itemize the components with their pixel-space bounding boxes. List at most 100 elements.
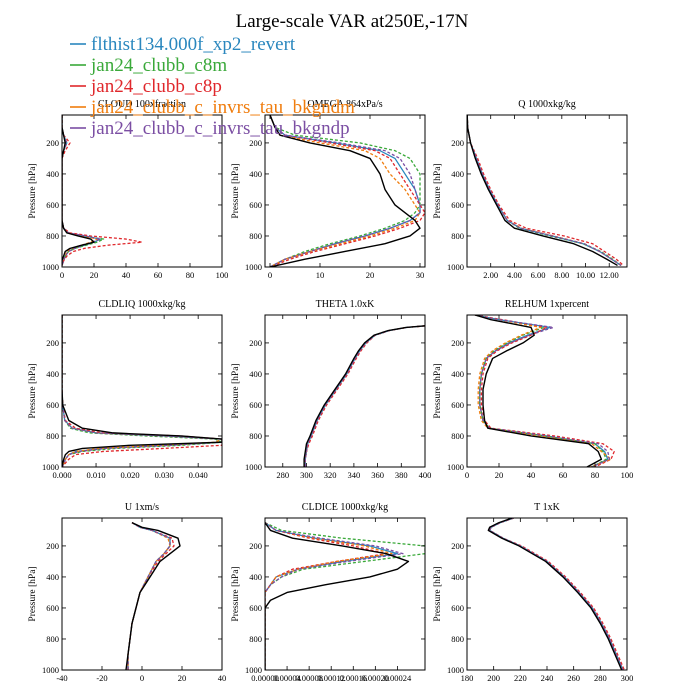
legend-label: jan24_clubb_c8m (90, 55, 227, 76)
y-tick-label: 600 (451, 200, 464, 210)
y-tick-label: 1000 (42, 462, 59, 472)
y-axis-label: Pressure [hPa] (433, 566, 443, 621)
x-tick-label: 20 (178, 673, 187, 683)
x-tick-label: 0.030 (155, 470, 174, 480)
x-tick-label: 300 (300, 470, 313, 480)
series-line-jan24-clubb-c-invrs-tau-bkgndp (489, 518, 624, 670)
y-tick-label: 800 (249, 634, 262, 644)
y-tick-label: 1000 (245, 462, 262, 472)
x-tick-label: 340 (348, 470, 361, 480)
plot-frame (61, 517, 223, 671)
series-line-jan24-clubb-c8p (127, 522, 175, 670)
x-tick-label: -40 (56, 673, 67, 683)
plot-frame (466, 314, 628, 468)
y-tick-label: 200 (451, 138, 464, 148)
series-line-jan24-clubb-c8m (127, 522, 171, 670)
panel-3: 2.00 4.00 6.00 8.00 10.00 12.00 200 400 600 800 10… (433, 99, 628, 280)
series-line-jan24-clubb-c-invrs-tau-bkgndp (269, 115, 421, 267)
panel-8: 0.000000.000040.000080.000120.000160.000… (231, 502, 426, 683)
x-tick-label: 240 (541, 673, 554, 683)
panel-title: CLOUD 100xfraction (98, 99, 186, 110)
series-line-jan24-clubb-c-invrs-tau-bkgndp (127, 522, 171, 670)
series-lines (269, 115, 425, 267)
panel-4: 0.000 0.010 0.020 0.030 0.040 200 400 600 800 100… (28, 299, 223, 480)
y-axis-label: Pressure [hPa] (28, 363, 38, 418)
y-tick-label: 400 (451, 369, 464, 379)
y-tick-label: 200 (46, 338, 59, 348)
legend-label: jan24_clubb_c8p (90, 76, 222, 97)
plot-frame (61, 114, 223, 268)
x-tick-label: 80 (186, 270, 195, 280)
y-tick-label: 200 (451, 338, 464, 348)
plot-frame (264, 114, 426, 268)
x-tick-label: 0 (60, 270, 64, 280)
y-tick-label: 1000 (245, 262, 262, 272)
x-tick-label: 60 (154, 270, 163, 280)
y-tick-label: 600 (249, 200, 262, 210)
y-tick-label: 1000 (447, 665, 464, 675)
series-line-flthist134-000f-xp2-revert (467, 115, 622, 266)
panel-title: T 1xK (534, 502, 560, 513)
y-tick-label: 400 (249, 572, 262, 582)
series-line-flthist134-000f-xp2-revert (127, 522, 171, 670)
series-line-jan24-clubb-c8m (265, 522, 425, 670)
x-tick-label: -20 (96, 673, 107, 683)
panel-title: THETA 1.0xK (316, 299, 375, 310)
y-tick-label: 800 (451, 431, 464, 441)
y-tick-label: 600 (451, 603, 464, 613)
legend-label: flthist134.000f_xp2_revert (91, 34, 296, 55)
x-tick-label: 0.040 (189, 470, 208, 480)
panel-2: 0 10 20 30 200 400 600 800 1000 OMEGA 864xPa/s Pre… (231, 99, 426, 280)
series-line-jan24-clubb-c-invrs-tau-bkgndp (474, 315, 611, 467)
y-tick-label: 600 (249, 400, 262, 410)
x-tick-label: 80 (591, 470, 600, 480)
y-tick-label: 200 (249, 138, 262, 148)
series-line-reference (474, 315, 603, 467)
y-axis-label: Pressure [hPa] (433, 363, 443, 418)
series-line-jan24-clubb-c8m (269, 115, 421, 267)
panel-9: 180 200 220 240 260 280 300 200 400 600 800 1000 T 1… (433, 502, 633, 683)
x-tick-label: 260 (567, 673, 580, 683)
y-tick-label: 400 (249, 369, 262, 379)
series-line-jan24-clubb-c-invrs-tau-bkgndm (127, 522, 171, 670)
x-tick-label: 360 (371, 470, 384, 480)
y-tick-label: 800 (46, 431, 59, 441)
series-lines (467, 115, 624, 267)
x-tick-label: 0.000 (52, 470, 71, 480)
y-tick-label: 600 (46, 603, 59, 613)
series-line-flthist134-000f-xp2-revert (304, 325, 425, 467)
series-line-jan24-clubb-c8p (304, 325, 425, 467)
panel-title: RELHUM 1xpercent (505, 299, 589, 310)
y-tick-label: 200 (46, 541, 59, 551)
series-line-jan24-clubb-c-invrs-tau-bkgndm (269, 115, 421, 267)
y-axis-label: Pressure [hPa] (231, 566, 241, 621)
y-tick-label: 200 (451, 541, 464, 551)
x-tick-label: 6.00 (531, 270, 546, 280)
plot-frame (466, 517, 628, 671)
x-tick-label: 40 (527, 470, 536, 480)
y-tick-label: 400 (46, 169, 59, 179)
series-line-jan24-clubb-c-invrs-tau-bkgndp (62, 315, 222, 467)
x-tick-label: 0.010 (86, 470, 105, 480)
series-line-reference (265, 522, 410, 670)
x-tick-label: 0.00012 (317, 673, 345, 683)
x-tick-label: 400 (419, 470, 432, 480)
x-tick-label: 8.00 (554, 270, 569, 280)
series-line-reference (487, 518, 623, 670)
y-tick-label: 400 (249, 169, 262, 179)
panel-title: CLDLIQ 1000xkg/kg (99, 299, 186, 310)
x-tick-label: 30 (416, 270, 425, 280)
panel-title: Q 1000xkg/kg (518, 99, 576, 110)
series-lines (474, 315, 615, 467)
series-line-jan24-clubb-c-invrs-tau-bkgndm (265, 522, 393, 670)
x-tick-label: 10.00 (576, 270, 595, 280)
series-line-reference (125, 522, 181, 670)
legend: flthist134.000f_xp2_revertjan24_clubb_c8… (70, 34, 355, 139)
x-tick-label: 280 (276, 470, 289, 480)
series-lines (62, 315, 222, 467)
panel-title: U 1xm/s (125, 502, 159, 513)
series-line-reference (467, 115, 618, 267)
x-tick-label: 0 (140, 673, 144, 683)
series-line-reference (269, 115, 421, 267)
y-tick-label: 1000 (245, 665, 262, 675)
